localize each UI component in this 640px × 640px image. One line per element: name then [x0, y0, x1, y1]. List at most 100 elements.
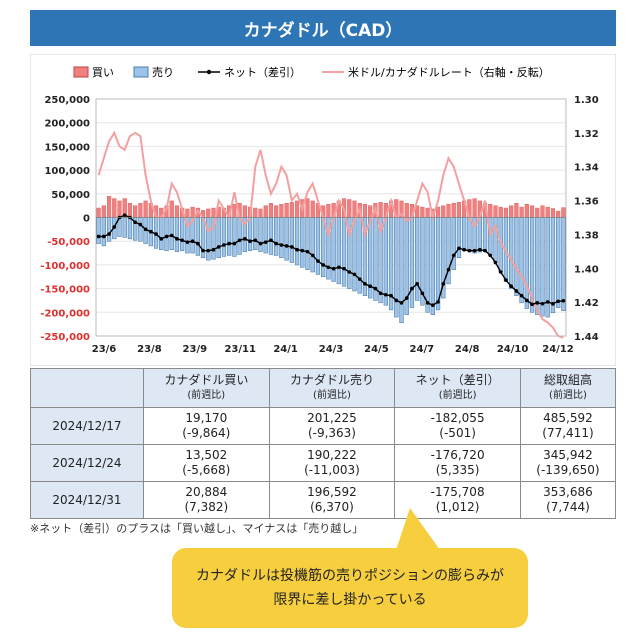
buy-bar	[352, 200, 357, 218]
sell-bar	[315, 217, 321, 275]
sell-bar	[164, 217, 169, 251]
row-net: -182,055 (-501)	[394, 407, 521, 445]
legend-net-label: ネット（差引）	[224, 65, 301, 79]
net-point	[305, 249, 310, 254]
buy-bar	[258, 208, 263, 218]
sell-bar	[195, 217, 200, 256]
net-point	[525, 298, 529, 303]
sell-bar	[274, 217, 279, 256]
buy-bar	[106, 195, 112, 218]
y-left-tick-label: 150,000	[44, 142, 90, 153]
net-point	[410, 286, 414, 291]
table-header-total: 総取組高 (前週比)	[519, 368, 617, 408]
net-point	[169, 233, 174, 238]
chart-title: カナダドル（CAD）	[30, 10, 616, 46]
callout-line-1: カナダドルは投機筋の売りポジションの膨らみが	[196, 568, 504, 584]
buy-bar	[101, 205, 106, 218]
net-point	[279, 243, 284, 247]
net-point	[519, 293, 524, 298]
buy-bar	[378, 202, 383, 218]
y-left-tick-label: 250,000	[44, 95, 90, 106]
sell-bar	[300, 217, 305, 268]
net-point	[321, 263, 325, 267]
sell-bar	[138, 217, 143, 242]
row-net: -176,720 (5,335)	[394, 444, 521, 482]
row-sell: 201,225 (-9,363)	[268, 407, 396, 445]
sell-bar	[535, 217, 540, 315]
net-point	[180, 238, 184, 243]
net-point	[373, 286, 378, 291]
buy-bar	[326, 204, 331, 218]
sell-bar	[540, 217, 545, 317]
sell-bar	[482, 217, 488, 252]
buy-bar	[138, 203, 143, 218]
buy-bar	[420, 206, 425, 218]
buy-bar	[347, 199, 352, 218]
buy-bar	[493, 205, 498, 218]
net-point	[274, 241, 278, 246]
buy-bar	[169, 200, 174, 218]
net-point	[300, 248, 305, 253]
y-right-tick-label: 1.42	[574, 298, 599, 309]
net-point	[368, 284, 372, 289]
buy-bar	[524, 204, 529, 218]
net-point	[326, 265, 331, 270]
sell-bar	[456, 217, 462, 259]
x-tick-label: 24/12	[542, 344, 574, 355]
sell-bar	[216, 217, 221, 259]
buy-bar	[284, 203, 289, 218]
sell-bar	[127, 217, 133, 240]
x-tick-label: 24/7	[410, 344, 435, 355]
net-point	[457, 246, 461, 251]
net-point	[342, 266, 346, 271]
buy-bar	[488, 204, 493, 218]
sell-bar	[289, 217, 294, 263]
net-point	[472, 248, 477, 253]
table-header-empty	[30, 368, 144, 408]
net-point	[216, 245, 221, 249]
sell-bar	[237, 217, 242, 255]
net-point	[222, 243, 226, 247]
net-point	[420, 291, 425, 296]
table-header-sell: カナダドル売り (前週比)	[268, 368, 396, 408]
row-buy: 19,170 (-9,864)	[143, 407, 270, 445]
buy-bar	[435, 206, 441, 218]
table-row: 2024/12/17 19,170 (-9,864) 201,225 (-9,363…	[30, 407, 617, 445]
net-point	[384, 292, 388, 297]
net-point	[504, 278, 508, 282]
row-date: 2024/12/17	[30, 407, 144, 445]
net-point	[337, 265, 341, 270]
net-point	[232, 241, 237, 246]
x-tick-label: 23/8	[137, 344, 162, 355]
buy-bar	[174, 205, 180, 218]
net-point	[269, 238, 273, 243]
table-row: 2024/12/31 20,884 (7,382) 196,592 (6,370) …	[30, 481, 617, 519]
y-right-tick-label: 1.34	[574, 163, 599, 174]
buy-bar	[289, 202, 294, 218]
chart-svg: 買い 売り ネット（差引） 米ドル/カナダドルレート（右軸・反転） 250,00…	[29, 53, 617, 367]
row-total: 353,686 (7,744)	[519, 481, 617, 519]
net-point	[96, 234, 101, 239]
row-sell: 196,592 (6,370)	[268, 481, 396, 519]
buy-bar	[535, 207, 540, 218]
net-point	[514, 289, 519, 293]
buy-bar	[127, 203, 133, 218]
sell-bar	[467, 217, 472, 252]
y-right-tick-label: 1.36	[574, 197, 599, 208]
net-point	[394, 298, 399, 303]
sell-bar	[279, 217, 284, 259]
y-right-tick-label: 1.38	[574, 230, 599, 241]
net-point	[431, 303, 435, 307]
sell-bar	[232, 217, 237, 257]
row-total: 485,592 (77,411)	[519, 407, 617, 445]
legend-rate-label: 米ドル/カナダドルレート（右軸・反転）	[348, 65, 550, 79]
sell-bar	[169, 217, 174, 250]
net-point	[258, 241, 263, 246]
net-point	[451, 253, 456, 258]
sell-bar	[462, 217, 467, 251]
net-point	[243, 237, 247, 241]
buy-bar	[112, 198, 117, 218]
sell-bar	[305, 217, 310, 270]
buy-bar	[133, 205, 138, 218]
x-tick-label: 23/11	[224, 344, 256, 355]
